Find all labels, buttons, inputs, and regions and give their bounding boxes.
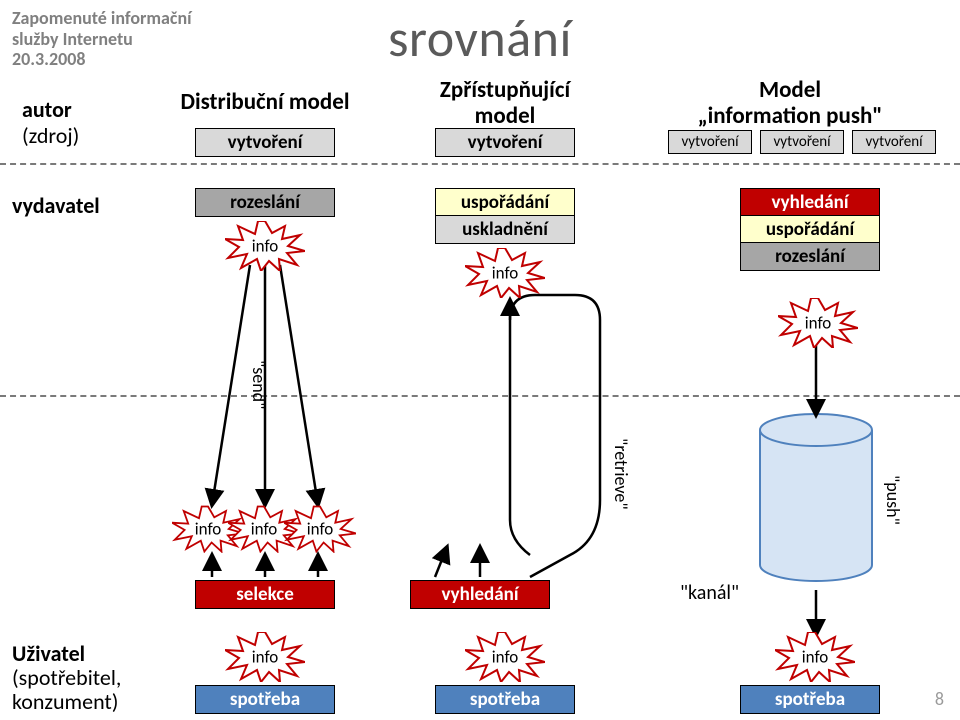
label-retrieve: "retrieve" bbox=[610, 438, 632, 510]
box-vytvoreni-3b: vytvoření bbox=[760, 130, 844, 154]
burst-info-1c: info bbox=[284, 505, 356, 553]
row-label-uzivatel: Uživatel bbox=[12, 640, 85, 667]
row-label-spotrebitel: (spotřebitel, bbox=[12, 664, 121, 691]
row-label-zdroj: (zdroj) bbox=[22, 122, 79, 149]
burst-label: info bbox=[778, 313, 858, 334]
page-number: 8 bbox=[935, 688, 944, 710]
burst-info-1: info bbox=[225, 221, 305, 271]
col-head-push-b: „information push" bbox=[660, 102, 920, 130]
box-spotreba-3: spotřeba bbox=[740, 685, 880, 714]
burst-label: info bbox=[465, 263, 545, 284]
separator-1 bbox=[0, 163, 960, 165]
row-label-konzument: konzument) bbox=[12, 688, 118, 715]
page-title: srovnání bbox=[0, 6, 960, 70]
box-vyhledani-2: vyhledání bbox=[410, 580, 550, 609]
label-send: "send" bbox=[248, 360, 270, 409]
label-kanal: "kanál" bbox=[680, 581, 739, 605]
box-vytvoreni-3a: vytvoření bbox=[668, 130, 752, 154]
box-vyhledani-3: vyhledání bbox=[740, 188, 880, 217]
separator-2 bbox=[0, 395, 960, 397]
burst-label: info bbox=[465, 647, 545, 668]
col-head-push-a: Model bbox=[660, 76, 920, 104]
col-head-distribucni: Distribuční model bbox=[150, 88, 380, 116]
burst-info-u2: info bbox=[465, 632, 545, 682]
box-rozeslani: rozeslání bbox=[195, 188, 335, 217]
box-selekce: selekce bbox=[195, 580, 335, 609]
box-rozeslani-3: rozeslání bbox=[740, 242, 880, 271]
burst-info-3: info bbox=[778, 298, 858, 348]
row-label-vydavatel: vydavatel bbox=[12, 192, 100, 219]
burst-label: info bbox=[775, 647, 855, 668]
box-spotreba-2: spotřeba bbox=[435, 685, 575, 714]
box-usporadani-3: uspořádání bbox=[740, 215, 880, 244]
burst-label: info bbox=[284, 519, 356, 540]
burst-info-u1: info bbox=[225, 632, 305, 682]
label-push: "push" bbox=[882, 475, 904, 525]
box-spotreba-1: spotřeba bbox=[195, 685, 335, 714]
burst-info-u3: info bbox=[775, 632, 855, 682]
box-vytvoreni-3c: vytvoření bbox=[852, 130, 936, 154]
col-head-zprist-a: Zpřístupňující bbox=[405, 76, 605, 104]
box-vytvoreni-1: vytvoření bbox=[195, 128, 335, 157]
box-usporadani: uspořádání bbox=[435, 188, 575, 217]
burst-info-2: info bbox=[465, 248, 545, 298]
burst-label: info bbox=[225, 647, 305, 668]
row-label-autor: autor bbox=[22, 96, 72, 123]
box-vytvoreni-2: vytvoření bbox=[435, 128, 575, 157]
col-head-zprist-b: model bbox=[405, 102, 605, 130]
box-uskladneni: uskladnění bbox=[435, 215, 575, 244]
burst-label: info bbox=[225, 236, 305, 257]
